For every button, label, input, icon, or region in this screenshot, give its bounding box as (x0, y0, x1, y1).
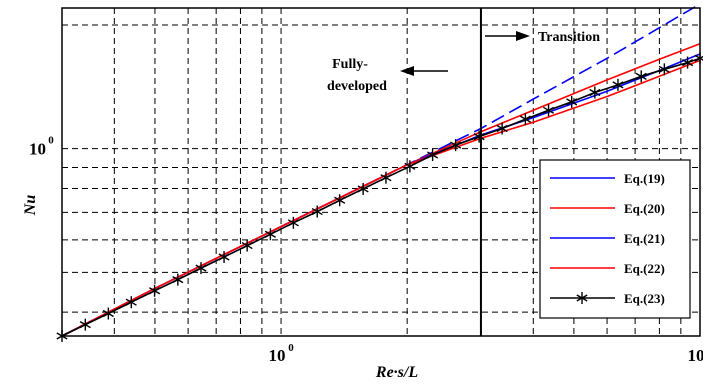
marker-stroke (380, 174, 392, 182)
x-tick-label: 10 (688, 346, 703, 365)
marker-stroke (404, 162, 416, 170)
eq23-marker (450, 139, 462, 152)
marker-stroke (241, 241, 253, 250)
marker-stroke (264, 230, 276, 238)
fully-developed-annotation: Fully- developed (325, 55, 448, 94)
eq23-marker (357, 182, 369, 195)
fully-developed-label-line1: Fully- (332, 57, 368, 72)
eq23-marker (311, 205, 323, 218)
marker-stroke (566, 98, 578, 106)
eq23-marker (427, 149, 439, 162)
transition-arrowhead (516, 31, 530, 41)
marker-stroke (496, 124, 508, 133)
marker-stroke (311, 207, 323, 216)
marker-stroke (102, 309, 114, 318)
marker-stroke (450, 141, 462, 149)
eq23-marker (149, 284, 161, 297)
legend: Eq.(19) Eq.(20) Eq.(21) Eq.(22) Eq.(23) (539, 159, 691, 319)
eq23-marker (566, 95, 578, 108)
legend-label-22: Eq.(22) (624, 261, 665, 276)
y-tick-exponent: 0 (48, 135, 54, 147)
marker-stroke (658, 65, 670, 73)
eq23-marker (218, 250, 230, 263)
marker-stroke (334, 196, 346, 204)
eq23-marker (287, 216, 299, 229)
eq23-marker (612, 78, 624, 91)
marker-stroke (125, 298, 137, 306)
marker-stroke (79, 321, 91, 329)
legend-label-21: Eq.(21) (624, 231, 665, 246)
y-axis-label: Nu (22, 195, 39, 217)
plot-frame (61, 7, 701, 337)
eq23-marker (473, 130, 485, 143)
fully-developed-label-line2: developed (327, 79, 387, 94)
marker-stroke (287, 219, 299, 227)
marker-stroke (589, 88, 601, 97)
marker-stroke (519, 115, 531, 123)
eq23-marker (576, 292, 588, 304)
eq23-marker (496, 122, 508, 135)
marker-stroke (473, 133, 485, 141)
eq23-marker (404, 160, 416, 173)
eq23-marker (543, 104, 555, 117)
legend-box (539, 159, 691, 319)
x-tick-label: 10 (269, 346, 286, 365)
marker-stroke (612, 81, 624, 89)
marker-stroke (149, 287, 161, 295)
eq23-marker (125, 296, 137, 309)
eq23-marker (172, 273, 184, 286)
eq23-marker (334, 194, 346, 207)
eq23-marker (264, 228, 276, 241)
eq23-marker (195, 262, 207, 275)
eq23-marker (658, 63, 670, 76)
legend-label-23: Eq.(23) (624, 291, 665, 306)
label-background (325, 55, 385, 72)
label-background (328, 76, 388, 93)
legend-label-20: Eq.(20) (624, 201, 665, 216)
eq23-marker (102, 307, 114, 320)
transition-annotation: Transition (485, 30, 600, 45)
transition-label: Transition (538, 30, 600, 45)
marker-stroke (172, 276, 184, 284)
marker-stroke (576, 294, 588, 302)
marker-stroke (635, 72, 647, 80)
eq23-marker (682, 56, 694, 69)
eq23-marker (589, 86, 601, 99)
marker-stroke (218, 253, 230, 261)
marker-stroke (543, 106, 555, 114)
marker-stroke (682, 58, 694, 67)
marker-stroke (195, 264, 207, 272)
eq23-marker (635, 70, 647, 83)
eq23-marker (380, 171, 392, 184)
x-tick-exponent: 0 (288, 342, 294, 354)
marker-stroke (357, 185, 369, 193)
eq23-marker (519, 113, 531, 126)
fully-developed-arrowhead (400, 66, 414, 76)
marker-stroke (427, 151, 439, 159)
y-tick-label: 10 (29, 140, 46, 159)
legend-label-19: Eq.(19) (624, 171, 665, 186)
x-axis-label: Re·s/L (375, 364, 418, 381)
eq23-marker (241, 239, 253, 252)
eq23-marker (79, 318, 91, 331)
